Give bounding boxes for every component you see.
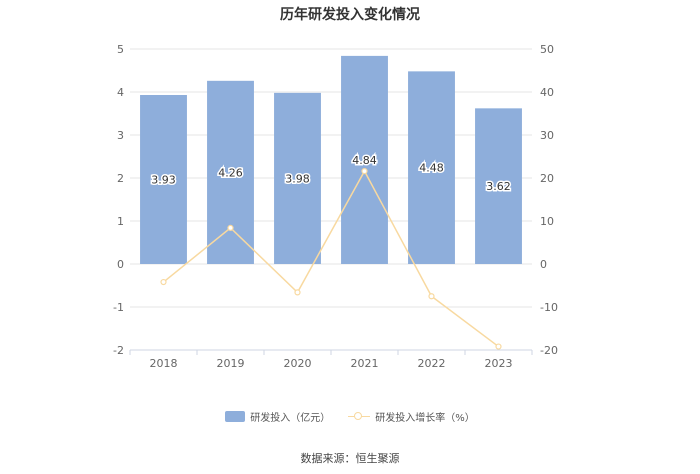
- chart-title: 历年研发投入变化情况: [280, 7, 420, 23]
- x-tick-label: 2021: [351, 357, 379, 370]
- x-tick-label: 2018: [150, 357, 178, 370]
- legend-bar-swatch: [225, 411, 246, 422]
- y-left-tick-label: 5: [117, 43, 124, 56]
- bar: [274, 92, 321, 264]
- x-tick-label: 2019: [217, 357, 245, 370]
- y-right-tick-label: 0: [540, 258, 547, 271]
- y-right-tick-label: -20: [540, 344, 558, 357]
- growth-point: [495, 343, 502, 350]
- bar: [207, 80, 254, 264]
- y-left-tick-label: 4: [117, 86, 124, 99]
- x-tick-label: 2020: [284, 357, 312, 370]
- y-right-tick-label: 20: [540, 172, 554, 185]
- bar-value-label: 3.93: [151, 174, 176, 187]
- y-right-tick-label: 10: [540, 215, 554, 228]
- bar: [140, 95, 187, 264]
- y-left-tick-label: -1: [113, 301, 124, 314]
- x-tick-label: 2023: [485, 357, 513, 370]
- y-left-tick-label: 3: [117, 129, 124, 142]
- bar-value-label: 3.98: [285, 172, 310, 185]
- growth-line: [163, 169, 499, 348]
- growth-point: [361, 168, 368, 175]
- growth-point: [160, 278, 167, 286]
- bar: [408, 71, 455, 264]
- y-left-tick-label: 1: [117, 215, 124, 228]
- y-right-tick-label: 50: [540, 43, 554, 56]
- growth-point: [294, 289, 301, 296]
- bar-value-label: 3.62: [486, 180, 511, 193]
- x-tick-label: 2022: [418, 357, 446, 370]
- y-right-tick-label: 30: [540, 129, 554, 142]
- y-right-tick-label: -10: [540, 301, 558, 314]
- bar-value-label: 4.26: [218, 166, 243, 179]
- legend-line-swatch: [348, 411, 371, 422]
- legend-bar-label: 研发投入（亿元）: [250, 413, 331, 424]
- bar: [341, 55, 388, 264]
- y-left-tick-label: 2: [117, 172, 124, 185]
- growth-point: [227, 224, 234, 231]
- bar: [475, 108, 522, 264]
- source-note: 数据来源：恒生聚源: [300, 452, 400, 465]
- y-left-tick-label: 0: [117, 258, 124, 271]
- legend-item-bar[interactable]: 研发投入（亿元）: [225, 409, 330, 424]
- legend-line-label: 研发投入增长率（%）: [375, 413, 475, 424]
- bar-value-label: 4.84: [352, 154, 377, 167]
- y-right-tick-label: 40: [540, 86, 554, 99]
- growth-point: [428, 293, 435, 300]
- y-left-tick-label: -2: [113, 344, 124, 357]
- bar-value-label: 4.48: [419, 162, 444, 175]
- legend-item-line[interactable]: 研发投入增长率（%）: [348, 409, 475, 424]
- legend: 研发投入（亿元） 研发投入增长率（%）: [0, 409, 700, 424]
